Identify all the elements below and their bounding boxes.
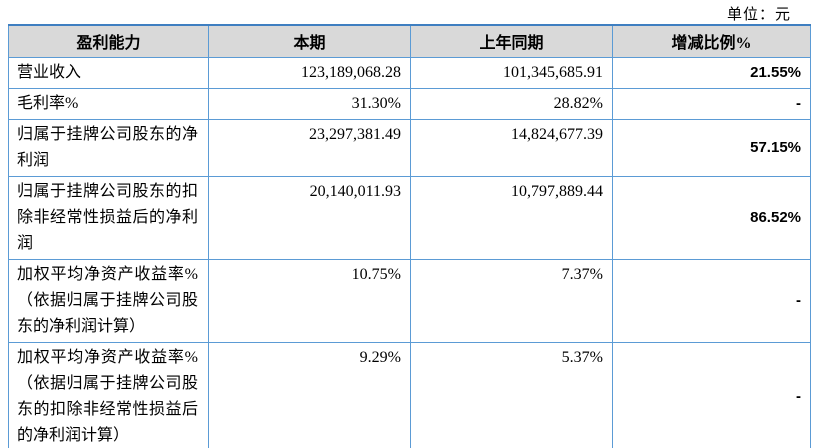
current-value-cell: 31.30%: [208, 87, 411, 120]
change-value-cell: -: [612, 258, 811, 343]
profitability-table: 盈利能力 本期 上年同期 增减比例% 营业收入 123,189,068.28 1…: [8, 24, 811, 448]
change-value-cell: -: [612, 341, 811, 448]
metric-label-cell: 加权平均净资产收益率%（依据归属于挂牌公司股东的净利润计算）: [8, 258, 209, 343]
prior-value-cell: 10,797,889.44: [410, 175, 613, 260]
unit-label: 单位：元: [726, 7, 791, 23]
current-value-cell: 20,140,011.93: [208, 175, 411, 260]
table-row: 毛利率% 31.30% 28.82% -: [8, 87, 811, 120]
current-value-cell: 123,189,068.28: [208, 56, 411, 89]
metric-label-cell: 归属于挂牌公司股东的净利润: [8, 118, 209, 177]
header-cell-metric: 盈利能力: [8, 24, 209, 58]
table-row: 加权平均净资产收益率%（依据归属于挂牌公司股东的扣除非经常性损益后的净利润计算）…: [8, 341, 811, 448]
header-cell-prior-period: 上年同期: [410, 24, 613, 58]
current-value-cell: 23,297,381.49: [208, 118, 411, 177]
table-header-row: 盈利能力 本期 上年同期 增减比例%: [8, 24, 811, 58]
prior-value-cell: 28.82%: [410, 87, 613, 120]
table-row: 加权平均净资产收益率%（依据归属于挂牌公司股东的净利润计算） 10.75% 7.…: [8, 258, 811, 343]
metric-label-cell: 毛利率%: [8, 87, 209, 120]
prior-value-cell: 7.37%: [410, 258, 613, 343]
metric-label-cell: 加权平均净资产收益率%（依据归属于挂牌公司股东的扣除非经常性损益后的净利润计算）: [8, 341, 209, 448]
prior-value-cell: 14,824,677.39: [410, 118, 613, 177]
table-row: 营业收入 123,189,068.28 101,345,685.91 21.55…: [8, 56, 811, 89]
change-value-cell: 86.52%: [612, 175, 811, 260]
prior-value-cell: 5.37%: [410, 341, 613, 448]
table-row: 归属于挂牌公司股东的净利润 23,297,381.49 14,824,677.3…: [8, 118, 811, 177]
change-value-cell: 21.55%: [612, 56, 811, 89]
header-cell-current-period: 本期: [208, 24, 411, 58]
metric-label-cell: 营业收入: [8, 56, 209, 89]
change-value-cell: -: [612, 87, 811, 120]
metric-label-cell: 归属于挂牌公司股东的扣除非经常性损益后的净利润: [8, 175, 209, 260]
current-value-cell: 10.75%: [208, 258, 411, 343]
header-cell-change-ratio: 增减比例%: [612, 24, 811, 58]
change-value-cell: 57.15%: [612, 118, 811, 177]
prior-value-cell: 101,345,685.91: [410, 56, 613, 89]
current-value-cell: 9.29%: [208, 341, 411, 448]
table-row: 归属于挂牌公司股东的扣除非经常性损益后的净利润 20,140,011.93 10…: [8, 175, 811, 260]
